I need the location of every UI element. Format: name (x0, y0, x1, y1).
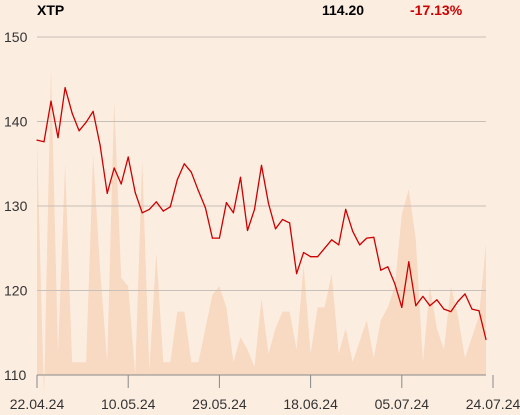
price-point (331, 239, 333, 241)
volume-area (37, 66, 486, 397)
price-point (218, 237, 220, 239)
x-tick-label: 24.07.24 (466, 396, 520, 412)
price-point (246, 229, 249, 232)
price-change-percent: -17.13% (410, 2, 463, 18)
price-point (289, 222, 291, 224)
price-point (471, 308, 473, 310)
price-point (373, 236, 375, 238)
price-point (78, 130, 80, 132)
price-point (134, 191, 136, 194)
y-tick-label: 120 (4, 283, 28, 299)
price-point (197, 190, 199, 192)
price-point (394, 283, 396, 285)
price-point (204, 207, 206, 209)
x-tick-label: 05.07.24 (375, 396, 430, 412)
price-point (50, 100, 52, 102)
price-point (162, 210, 164, 212)
price-point (387, 266, 389, 268)
price-point (239, 176, 242, 178)
price-point (169, 206, 171, 208)
x-tick-label: 10.05.24 (101, 396, 156, 412)
price-point (366, 237, 368, 239)
price-point (141, 212, 143, 214)
price-point (443, 308, 445, 310)
price-point (422, 295, 424, 297)
price-point (324, 247, 326, 249)
x-tick-label: 22.04.24 (10, 396, 65, 412)
price-point (415, 305, 417, 307)
ticker-symbol: XTP (37, 2, 65, 18)
price-point (429, 305, 431, 307)
price-point (225, 202, 227, 204)
price-point (281, 218, 284, 221)
price-point (267, 202, 270, 205)
price-point (310, 256, 312, 258)
x-tick-label: 18.06.24 (283, 396, 338, 412)
x-tick-label: 29.05.24 (192, 396, 247, 412)
price-point (274, 228, 277, 230)
price-point (176, 179, 178, 181)
price-point (183, 163, 185, 165)
price-point (253, 208, 256, 210)
price-point (92, 110, 94, 112)
price-point (99, 144, 101, 146)
last-price: 114.20 (322, 2, 365, 18)
price-point (457, 300, 459, 303)
price-point (401, 306, 403, 308)
price-point (303, 251, 305, 254)
price-point (450, 311, 452, 313)
price-point (296, 273, 298, 275)
price-point (352, 230, 354, 232)
price-point (57, 137, 59, 139)
price-point (211, 237, 213, 239)
price-point (71, 112, 73, 114)
price-point (120, 183, 122, 185)
price-point (43, 141, 45, 143)
price-point (260, 164, 263, 166)
y-tick-label: 150 (4, 29, 28, 45)
price-point (380, 269, 382, 271)
price-point (232, 212, 234, 214)
price-point (106, 192, 108, 194)
price-point (85, 121, 87, 123)
price-point (190, 171, 192, 173)
y-tick-label: 140 (4, 114, 28, 130)
y-tick-label: 130 (4, 198, 28, 214)
price-point (113, 167, 115, 169)
price-point (36, 139, 38, 141)
price-point (359, 244, 361, 246)
price-point (338, 244, 340, 246)
price-point (478, 310, 480, 312)
price-point (345, 208, 347, 210)
price-point (64, 87, 66, 89)
price-point (408, 261, 410, 263)
price-point (317, 256, 319, 258)
price-point (127, 156, 129, 158)
price-point (148, 208, 150, 210)
price-point (464, 293, 466, 295)
price-point (436, 299, 438, 301)
y-tick-label: 110 (4, 367, 27, 383)
price-point (155, 201, 157, 203)
price-point (485, 338, 487, 341)
